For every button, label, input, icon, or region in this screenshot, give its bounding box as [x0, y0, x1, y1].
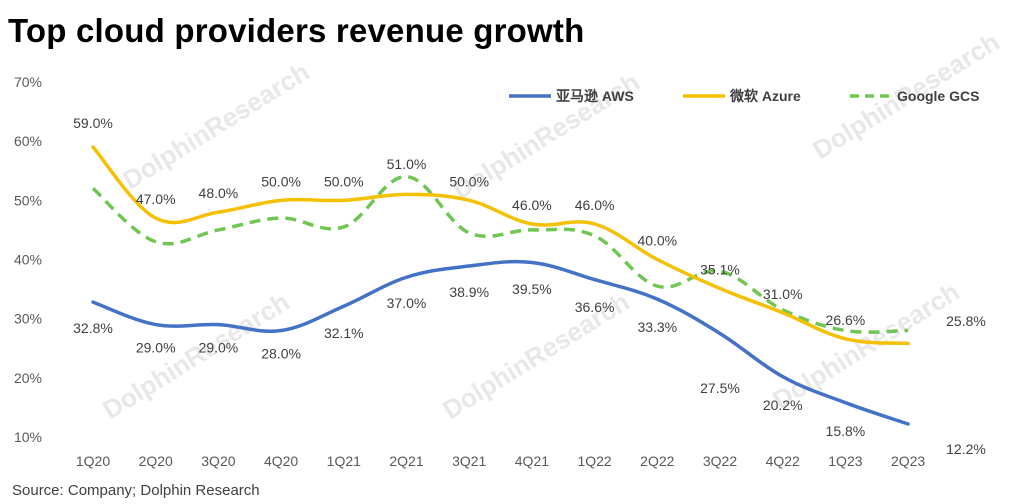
x-tick-label: 2Q21: [389, 453, 423, 469]
x-tick-label: 4Q22: [766, 453, 800, 469]
data-label-aws: 12.2%: [946, 441, 986, 457]
x-tick-label: 1Q22: [577, 453, 611, 469]
y-tick-label: 50%: [14, 192, 42, 208]
data-label-aws: 32.8%: [73, 320, 113, 336]
legend-label-aws: 亚马逊 AWS: [556, 88, 634, 104]
data-label-azure: 46.0%: [512, 197, 552, 213]
x-tick-label: 2Q22: [640, 453, 674, 469]
data-label-aws: 28.0%: [261, 346, 301, 362]
data-label-azure: 26.6%: [826, 312, 866, 328]
x-tick-label: 2Q20: [139, 453, 173, 469]
data-label-azure: 31.0%: [763, 286, 803, 302]
x-tick-label: 4Q20: [264, 453, 298, 469]
data-label-aws: 27.5%: [700, 380, 740, 396]
data-label-azure: 25.8%: [946, 313, 986, 329]
x-tick-label: 2Q23: [891, 453, 925, 469]
data-label-azure: 40.0%: [637, 233, 677, 249]
y-tick-label: 40%: [14, 252, 42, 268]
data-label-aws: 33.3%: [637, 319, 677, 335]
x-tick-label: 3Q20: [201, 453, 235, 469]
series-line-gcs: [91, 174, 909, 334]
source-note: Source: Company; Dolphin Research: [12, 482, 260, 499]
legend-label-azure: 微软 Azure: [729, 88, 801, 104]
data-label-aws: 20.2%: [763, 397, 803, 413]
chart-title: Top cloud providers revenue growth: [8, 12, 585, 49]
data-label-azure: 59.0%: [73, 115, 113, 131]
data-label-aws: 37.0%: [387, 295, 427, 311]
data-label-azure: 35.1%: [700, 261, 740, 277]
data-label-azure: 46.0%: [575, 197, 615, 213]
data-label-aws: 38.9%: [449, 284, 489, 300]
y-tick-label: 60%: [14, 133, 42, 149]
data-label-aws: 29.0%: [136, 340, 176, 356]
data-label-azure: 51.0%: [387, 156, 427, 172]
series-line-aws: [91, 259, 910, 426]
x-tick-label: 1Q20: [76, 453, 110, 469]
data-label-aws: 32.1%: [324, 325, 364, 341]
data-label-aws: 36.6%: [575, 299, 615, 315]
y-tick-label: 20%: [14, 370, 42, 386]
y-tick-label: 70%: [14, 74, 42, 90]
x-tick-label: 3Q22: [703, 453, 737, 469]
legend-label-gcs: Google GCS: [897, 88, 979, 104]
data-label-azure: 50.0%: [261, 173, 301, 189]
data-label-azure: 47.0%: [136, 191, 176, 207]
data-label-aws: 15.8%: [826, 423, 866, 439]
y-tick-label: 30%: [14, 311, 42, 327]
data-label-aws: 29.0%: [199, 340, 239, 356]
data-label-azure: 50.0%: [449, 173, 489, 189]
series-line-azure: [91, 145, 910, 346]
data-label-aws: 39.5%: [512, 281, 552, 297]
x-tick-label: 1Q21: [327, 453, 361, 469]
data-label-azure: 50.0%: [324, 173, 364, 189]
x-tick-label: 1Q23: [828, 453, 862, 469]
x-tick-label: 3Q21: [452, 453, 486, 469]
x-tick-label: 4Q21: [515, 453, 549, 469]
data-label-azure: 48.0%: [199, 185, 239, 201]
y-tick-label: 10%: [14, 429, 42, 445]
